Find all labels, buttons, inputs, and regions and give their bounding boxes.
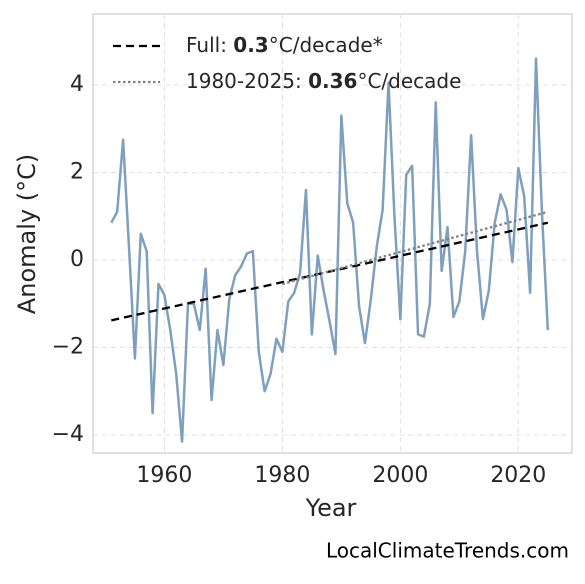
x-tick-label: 1960 bbox=[136, 463, 192, 488]
legend-suffix: °C/decade* bbox=[269, 33, 383, 57]
legend-suffix: °C/decade bbox=[357, 69, 461, 93]
y-tick-label: −4 bbox=[52, 422, 84, 447]
y-axis-label: Anomaly (°C) bbox=[13, 154, 41, 314]
legend-label: 1980-2025: 0.36°C/decade bbox=[186, 69, 461, 93]
footer: LocalClimateTrends.com bbox=[326, 539, 569, 563]
legend-prefix: Full: bbox=[186, 33, 233, 57]
legend-rate: 0.36 bbox=[308, 69, 357, 93]
legend-label: Full: 0.3°C/decade* bbox=[186, 33, 383, 57]
legend-rate: 0.3 bbox=[233, 33, 268, 57]
y-tick-label: 0 bbox=[70, 247, 84, 272]
x-axis-label: Year bbox=[305, 494, 357, 522]
legend-prefix: 1980-2025: bbox=[186, 69, 308, 93]
y-tick-label: 2 bbox=[70, 159, 84, 184]
trend-line bbox=[282, 210, 549, 286]
x-tick-label: 1980 bbox=[254, 463, 310, 488]
data-line bbox=[110, 57, 550, 443]
trend-line bbox=[111, 221, 549, 322]
y-tick-label: 4 bbox=[70, 72, 84, 97]
y-tick-label: −2 bbox=[52, 335, 84, 360]
x-tick-label: 2020 bbox=[490, 463, 546, 488]
plot-frame bbox=[92, 13, 573, 454]
x-tick-label: 2000 bbox=[372, 463, 428, 488]
